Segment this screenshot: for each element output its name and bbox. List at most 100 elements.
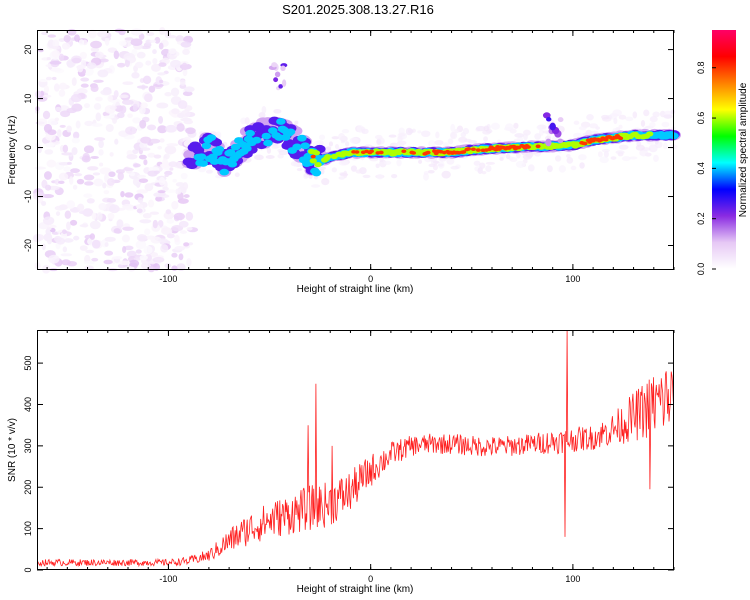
halo-blob: [625, 116, 634, 122]
noise-blob: [139, 119, 147, 129]
noise-blob: [48, 254, 60, 264]
noise-blob: [142, 75, 152, 85]
noise-blob: [99, 162, 104, 167]
noise-blob: [153, 192, 165, 198]
noise-blob: [76, 88, 88, 95]
halo-blob: [473, 160, 481, 166]
y-tick-label: 10: [23, 94, 33, 104]
noise-blob: [170, 59, 182, 68]
noise-blob: [42, 110, 51, 120]
snr-xlabel: Height of straight line (km): [297, 584, 414, 595]
colorbar-tick-label: 0.6: [696, 112, 706, 125]
halo-blob: [205, 169, 213, 174]
noise-blob: [83, 103, 90, 109]
noise-blob: [84, 67, 94, 76]
noise-blob: [71, 77, 77, 86]
noise-blob: [69, 168, 80, 174]
halo-blob: [331, 136, 340, 140]
noise-blob: [96, 212, 103, 221]
halo-blob: [601, 148, 610, 153]
noise-blob: [170, 87, 180, 97]
halo-blob: [603, 150, 609, 158]
noise-blob: [116, 112, 125, 119]
y-tick-label: -20: [23, 239, 33, 252]
noise-blob: [54, 117, 60, 122]
noise-blob: [174, 246, 185, 251]
noise-blob: [54, 205, 66, 211]
ridge-blob: [309, 158, 317, 164]
halo-blob: [546, 165, 553, 173]
halo-blob: [374, 134, 383, 140]
halo-blob: [599, 156, 609, 164]
noise-blob: [136, 85, 149, 89]
halo-blob: [278, 149, 289, 156]
noise-blob: [72, 184, 78, 190]
noise-blob: [47, 34, 56, 38]
noise-blob: [46, 56, 51, 61]
noise-blob: [62, 144, 69, 153]
noise-blob: [41, 31, 49, 36]
noise-blob: [59, 124, 66, 128]
noise-blob: [186, 227, 193, 231]
noise-blob: [174, 76, 181, 83]
noise-blob: [113, 255, 123, 260]
noise-blob: [159, 79, 164, 84]
halo-blob: [670, 109, 676, 115]
halo-blob: [450, 123, 456, 132]
noise-blob: [90, 84, 99, 93]
noise-blob: [102, 182, 107, 189]
noise-blob: [117, 62, 126, 68]
noise-blob: [94, 96, 103, 102]
halo-blob: [454, 128, 460, 134]
ridge-blob: [263, 139, 273, 147]
noise-blob: [128, 259, 140, 268]
noise-blob: [121, 99, 134, 105]
feature-blob: [281, 79, 287, 87]
noise-blob: [114, 105, 124, 112]
noise-blob: [144, 183, 154, 192]
halo-blob: [361, 128, 369, 135]
snr-series-line: [37, 330, 674, 568]
noise-blob: [185, 127, 196, 135]
noise-blob: [147, 170, 158, 177]
ridge-blob: [535, 144, 541, 149]
halo-blob: [427, 169, 435, 174]
noise-blob: [77, 203, 85, 212]
ridge-blob: [242, 145, 252, 152]
noise-blob: [186, 258, 192, 267]
colorbar-tick-label: 0.4: [696, 162, 706, 175]
halo-blob: [505, 153, 511, 160]
noise-blob: [183, 119, 194, 125]
noise-blob: [97, 69, 109, 78]
noise-blob: [131, 71, 140, 79]
noise-blob: [37, 118, 48, 127]
feature-blob: [280, 65, 286, 72]
colorbar-tick-label: 0.2: [696, 212, 706, 225]
halo-blob: [331, 167, 337, 173]
noise-blob: [188, 242, 194, 246]
noise-blob: [126, 153, 138, 160]
halo-blob: [355, 169, 363, 174]
noise-blob: [152, 49, 157, 55]
noise-blob: [117, 171, 124, 181]
noise-blob: [120, 190, 125, 198]
noise-blob: [112, 116, 117, 124]
noise-blob: [169, 167, 174, 171]
halo-blob: [398, 127, 405, 135]
ridge-blob: [646, 131, 654, 137]
noise-blob: [97, 30, 109, 38]
noise-blob: [166, 143, 179, 147]
halo-blob: [328, 141, 334, 147]
noise-blob: [175, 188, 182, 195]
halo-blob: [376, 138, 382, 146]
halo-blob: [513, 122, 519, 129]
noise-blob: [72, 131, 80, 140]
noise-blob: [107, 212, 115, 220]
halo-blob: [632, 111, 638, 119]
noise-blob: [46, 237, 52, 245]
noise-blob: [90, 47, 100, 53]
noise-blob: [152, 219, 158, 229]
halo-blob: [234, 172, 240, 178]
snr-background: [37, 330, 674, 570]
